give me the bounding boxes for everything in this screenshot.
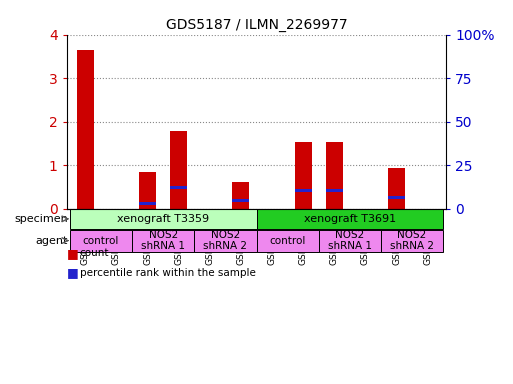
Text: xenograft T3359: xenograft T3359 [117,214,209,224]
Text: control: control [269,236,306,246]
Bar [132,230,194,252]
Bar [326,189,343,192]
Bar [70,230,132,252]
Bar [381,230,443,252]
Bar [77,50,94,209]
Bar [256,209,443,229]
Text: ■: ■ [67,266,78,279]
Text: percentile rank within the sample: percentile rank within the sample [80,268,255,278]
Bar [294,142,312,209]
Bar [170,131,187,209]
Text: specimen: specimen [14,214,68,224]
Bar [388,196,405,199]
Title: GDS5187 / ILMN_2269977: GDS5187 / ILMN_2269977 [166,18,347,32]
Text: NOS2
shRNA 2: NOS2 shRNA 2 [390,230,434,252]
Bar [256,230,319,252]
Text: NOS2
shRNA 1: NOS2 shRNA 1 [141,230,185,252]
Text: xenograft T3691: xenograft T3691 [304,214,396,224]
Bar [232,182,249,209]
Bar [232,199,249,202]
Text: NOS2
shRNA 1: NOS2 shRNA 1 [328,230,372,252]
Bar [170,186,187,189]
Bar [194,230,256,252]
Bar [319,230,381,252]
Bar [139,172,156,209]
Text: control: control [83,236,119,246]
Bar [70,209,256,229]
Bar [388,168,405,209]
Text: count: count [80,248,109,258]
Text: ■: ■ [67,247,78,260]
Text: agent: agent [36,236,68,246]
Bar [139,202,156,205]
Bar [294,189,312,192]
Bar [326,142,343,209]
Text: NOS2
shRNA 2: NOS2 shRNA 2 [203,230,247,252]
